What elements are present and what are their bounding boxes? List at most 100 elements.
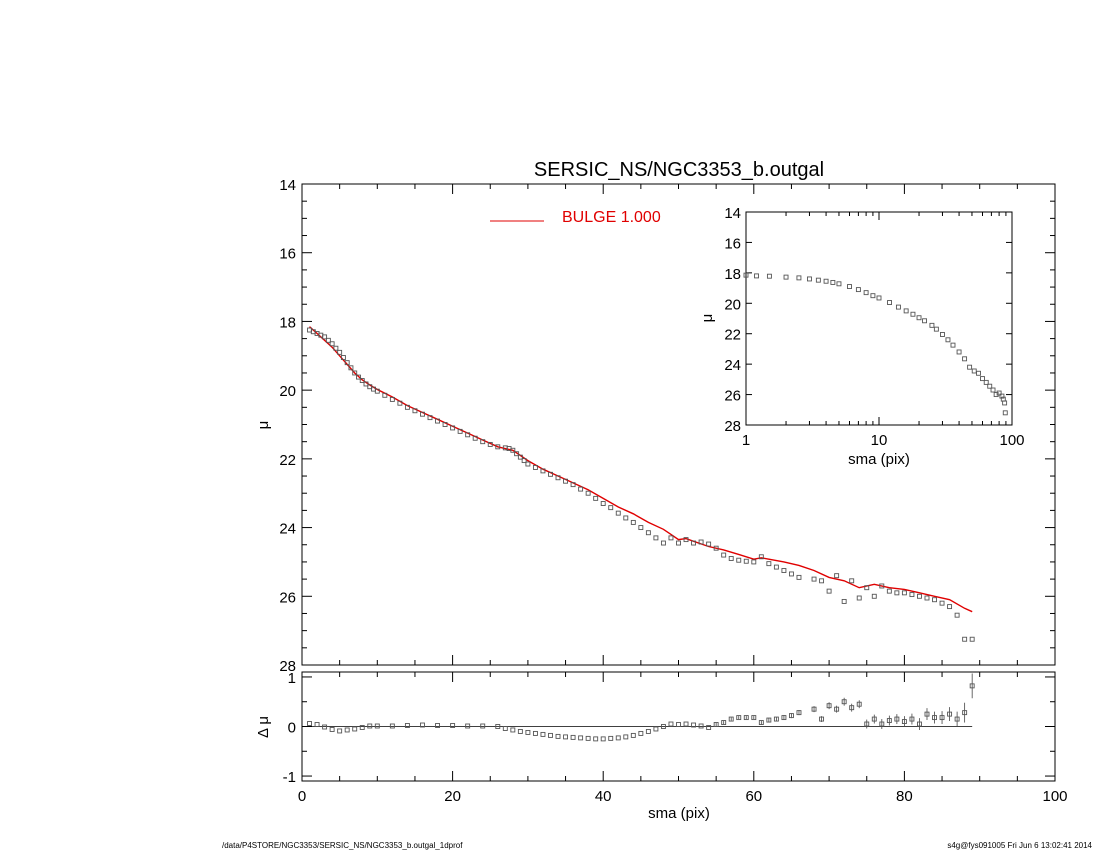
- residual-point: [879, 721, 885, 727]
- residual-point: [894, 716, 900, 722]
- data-point: [329, 341, 335, 347]
- data-point: [397, 400, 403, 406]
- data-point: [758, 554, 764, 560]
- residual-point: [480, 723, 486, 729]
- residual-x-tick-label: 40: [595, 788, 612, 805]
- data-point: [932, 597, 937, 603]
- data-point: [570, 482, 576, 488]
- data-point: [412, 408, 418, 414]
- inset-data-point: [903, 308, 909, 314]
- inset-y-tick-label: 14: [724, 205, 741, 222]
- residual-point: [660, 724, 666, 729]
- residual-point: [743, 715, 749, 721]
- residual-point: [329, 727, 335, 732]
- inset-data-point: [922, 318, 927, 324]
- inset-data-point: [766, 273, 772, 279]
- data-point: [819, 578, 825, 584]
- data-point: [721, 552, 727, 558]
- inset-data-point: [976, 370, 981, 376]
- residual-point: [721, 720, 727, 725]
- inset-data-point: [956, 349, 962, 355]
- data-point: [841, 598, 847, 604]
- data-point: [864, 585, 870, 591]
- inset-data-point: [743, 272, 749, 278]
- data-point: [826, 588, 832, 594]
- data-point: [849, 578, 855, 584]
- main-y-tick-label: 28: [279, 658, 296, 675]
- data-point: [736, 557, 742, 563]
- residual-point: [834, 706, 840, 712]
- inset-x-label: sma (pix): [848, 451, 910, 468]
- residual-point: [540, 731, 546, 737]
- data-point: [442, 422, 448, 427]
- inset-data-point: [987, 383, 993, 389]
- residual-point: [947, 711, 953, 717]
- residual-point: [751, 715, 757, 721]
- residual-point: [374, 723, 380, 729]
- residual-point: [917, 721, 922, 727]
- data-point: [352, 370, 358, 376]
- data-point: [789, 571, 794, 577]
- main-axes: 14 16 18 20 22 24 26 28: [279, 177, 1056, 675]
- residual-point: [676, 722, 681, 727]
- residual-point: [932, 715, 937, 721]
- inset-data-point: [863, 290, 869, 296]
- data-point: [917, 593, 922, 599]
- main-y-tick-label: 18: [279, 314, 296, 331]
- inset-data-point: [962, 356, 968, 362]
- residual-point: [389, 723, 395, 729]
- residual-axes: 10-10 20 40 60 80 100: [283, 670, 1068, 805]
- inset-data-point: [815, 277, 821, 283]
- residual-point: [608, 735, 614, 741]
- data-point: [450, 425, 456, 431]
- residual-point: [871, 716, 877, 722]
- main-series: [307, 326, 975, 642]
- data-point: [691, 540, 697, 546]
- data-point: [540, 468, 546, 474]
- data-point: [555, 475, 561, 481]
- data-point: [947, 604, 953, 610]
- residual-point: [826, 703, 832, 709]
- legend-label: BULGE 1.000: [562, 209, 661, 226]
- inset-data-point: [916, 315, 922, 321]
- residual-point: [969, 683, 975, 689]
- data-point: [465, 432, 471, 438]
- inset-data-point: [940, 332, 945, 337]
- data-point: [333, 345, 339, 351]
- data-point: [939, 600, 945, 606]
- residual-point: [789, 713, 794, 719]
- main-y-label: μ: [255, 421, 272, 430]
- residual-point: [615, 735, 621, 741]
- data-point: [578, 486, 584, 492]
- inset-data-point: [980, 376, 985, 382]
- residual-point: [683, 721, 689, 727]
- data-point: [382, 392, 388, 398]
- inset-data-point: [754, 273, 759, 279]
- data-point: [901, 590, 907, 596]
- data-point: [638, 525, 644, 531]
- inset-y-tick-label: 24: [724, 357, 741, 374]
- data-point: [593, 495, 599, 501]
- data-point: [427, 415, 433, 421]
- data-point: [856, 595, 862, 601]
- residual-x-tick-label: 80: [896, 788, 913, 805]
- residual-point: [856, 701, 862, 707]
- residual-point: [502, 726, 508, 731]
- data-point: [781, 568, 787, 573]
- residual-point: [638, 730, 644, 736]
- residual-point: [728, 716, 734, 722]
- data-point: [374, 388, 380, 394]
- residual-point: [578, 735, 584, 741]
- data-point: [698, 539, 704, 545]
- residual-point: [465, 723, 471, 729]
- inset-data-point: [807, 276, 812, 282]
- data-point: [924, 595, 930, 601]
- residual-point: [517, 729, 523, 734]
- inset-data-point: [823, 278, 829, 284]
- data-point: [954, 612, 960, 618]
- residual-point: [758, 720, 764, 725]
- data-point: [668, 535, 674, 541]
- data-point: [623, 515, 629, 521]
- residual-point: [585, 735, 591, 741]
- residual-point: [600, 736, 606, 742]
